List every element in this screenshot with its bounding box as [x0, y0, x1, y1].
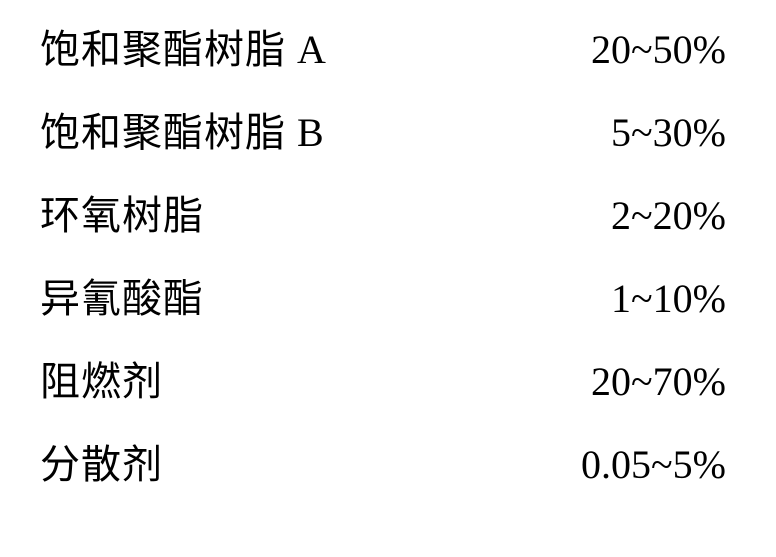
ingredient-value: 5~30% [325, 113, 736, 153]
ingredient-value: 0.05~5% [163, 445, 736, 485]
label-cn: 分散剂 [40, 442, 163, 487]
ingredient-label: 分散剂 [40, 445, 163, 485]
list-row: 环氧树脂 2~20% [40, 196, 736, 279]
label-suffix: A [286, 27, 327, 72]
list-row: 分散剂 0.05~5% [40, 445, 736, 528]
list-row: 异氰酸酯 1~10% [40, 279, 736, 362]
composition-list: 饱和聚酯树脂 A 20~50% 饱和聚酯树脂 B 5~30% 环氧树脂 2~20… [0, 0, 776, 557]
label-cn: 环氧树脂 [40, 193, 204, 238]
ingredient-value: 20~70% [163, 362, 736, 402]
ingredient-label: 饱和聚酯树脂 B [40, 113, 325, 153]
ingredient-value: 20~50% [327, 30, 736, 70]
label-cn: 饱和聚酯树脂 [40, 110, 286, 155]
label-suffix: B [286, 110, 325, 155]
label-cn: 异氰酸酯 [40, 276, 204, 321]
ingredient-value: 2~20% [204, 196, 736, 236]
ingredient-value: 1~10% [204, 279, 736, 319]
ingredient-label: 环氧树脂 [40, 196, 204, 236]
list-row: 饱和聚酯树脂 B 5~30% [40, 113, 736, 196]
list-row: 阻燃剂 20~70% [40, 362, 736, 445]
label-cn: 饱和聚酯树脂 [40, 27, 286, 72]
ingredient-label: 异氰酸酯 [40, 279, 204, 319]
ingredient-label: 饱和聚酯树脂 A [40, 30, 327, 70]
ingredient-label: 阻燃剂 [40, 362, 163, 402]
label-cn: 阻燃剂 [40, 359, 163, 404]
list-row: 饱和聚酯树脂 A 20~50% [40, 30, 736, 113]
